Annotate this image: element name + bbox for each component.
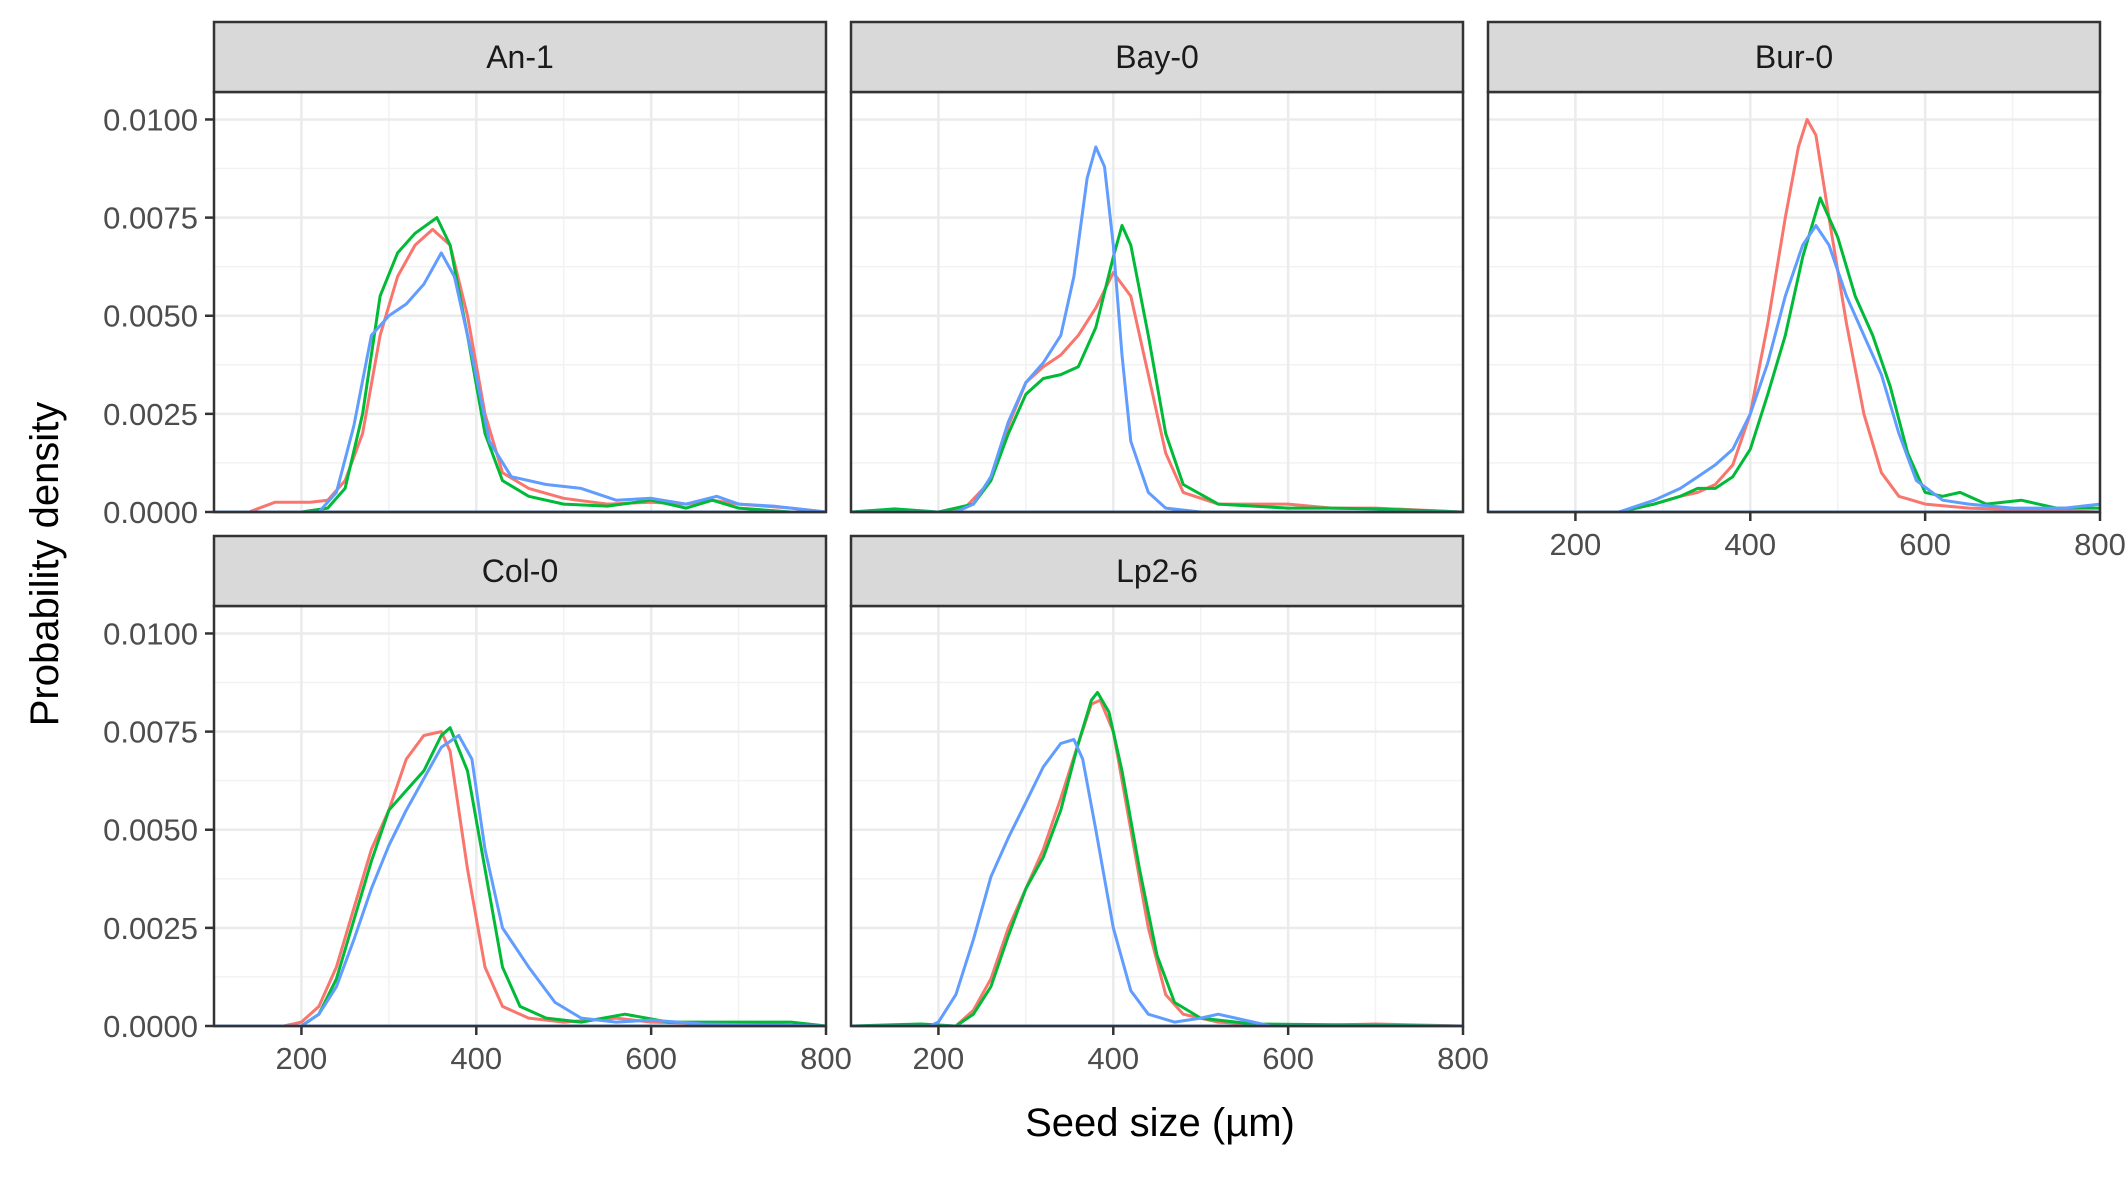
facet-strip [849, 534, 1465, 608]
facet-strip [212, 20, 828, 94]
facet-strip [212, 534, 828, 608]
x-tick-label: 400 [1724, 527, 1776, 562]
facet-col-0: Col-0 0.0000 0.0025 0.0050 0.0075 0.0100 200 40… [103, 534, 852, 1076]
facet-strip-label: Col-0 [482, 553, 558, 589]
facets-layer: An-1 0.0000 0.0025 0.0050 0.0075 0.0100 Bay-0 B… [103, 20, 2125, 1076]
facet-strip-label: Bay-0 [1115, 39, 1199, 75]
y-tick-label: 0.0050 [103, 299, 198, 334]
x-tick-label: 800 [1437, 1041, 1489, 1076]
density-line-3 [851, 738, 1463, 1028]
density-line-3 [214, 251, 827, 514]
y-tick-label: 0.0100 [103, 102, 198, 137]
density-line-3 [214, 734, 827, 1028]
facet-strip-label: Bur-0 [1755, 39, 1833, 75]
x-axis-title: Seed size (µm) [1025, 1101, 1295, 1145]
y-tick-label: 0.0100 [103, 616, 198, 651]
x-tick-label: 600 [1262, 1041, 1314, 1076]
x-tick-label: 200 [913, 1041, 965, 1076]
facet-bur-0: Bur-0 200 400 600 800 [1486, 20, 2125, 562]
density-line-3 [1488, 224, 2101, 514]
x-tick-label: 200 [1550, 527, 1602, 562]
x-tick-label: 800 [2074, 527, 2125, 562]
x-tick-label: 600 [1899, 527, 1951, 562]
y-tick-label: 0.0075 [103, 715, 198, 750]
panel-background [214, 92, 826, 512]
density-line-3 [851, 145, 1463, 514]
facet-lp2-6: Lp2-6 200 400 600 800 [849, 534, 1489, 1076]
y-axis-title: Probability density [23, 402, 67, 727]
facet-strip-label: Lp2-6 [1116, 553, 1198, 589]
density-line-2 [214, 216, 826, 514]
facet-strip [849, 20, 1465, 94]
facet-strip [1486, 20, 2102, 94]
x-tick-label: 200 [276, 1041, 328, 1076]
y-tick-label: 0.0025 [103, 911, 198, 946]
x-tick-label: 400 [1087, 1041, 1139, 1076]
density-line-2 [1488, 196, 2100, 514]
facet-bay-0: Bay-0 [849, 20, 1465, 514]
panel-background [851, 92, 1463, 512]
x-tick-label: 400 [450, 1041, 502, 1076]
x-tick-label: 600 [625, 1041, 677, 1076]
y-tick-label: 0.0025 [103, 397, 198, 432]
facet-an-1: An-1 0.0000 0.0025 0.0050 0.0075 0.0100 [103, 20, 828, 530]
x-tick-label: 800 [800, 1041, 852, 1076]
y-tick-label: 0.0000 [103, 1009, 198, 1044]
y-tick-label: 0.0075 [103, 201, 198, 236]
panel-background [214, 606, 826, 1026]
y-tick-label: 0.0000 [103, 495, 198, 530]
density-line-2 [850, 690, 1464, 1028]
density-line-1 [214, 730, 827, 1028]
y-tick-label: 0.0050 [103, 813, 198, 848]
density-line-2 [214, 726, 827, 1028]
facet-strip-label: An-1 [486, 39, 554, 75]
